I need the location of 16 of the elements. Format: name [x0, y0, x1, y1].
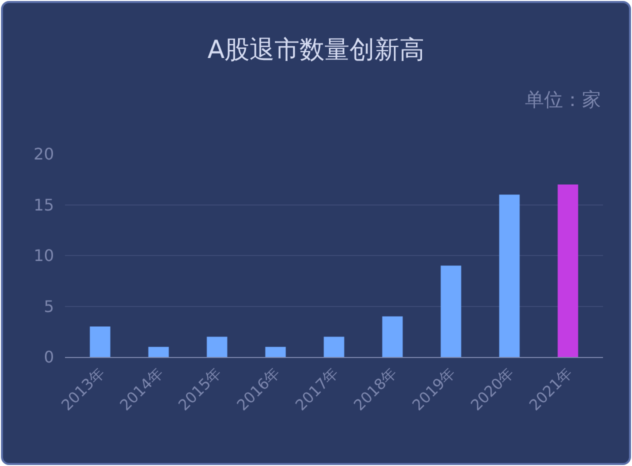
y-tick-label: 5 — [44, 296, 54, 316]
bar — [382, 316, 403, 357]
bar — [558, 184, 578, 357]
bar — [148, 346, 169, 357]
chart-title: A股退市数量创新高 — [207, 34, 425, 64]
chart-subtitle: 单位：家 — [525, 89, 601, 111]
y-tick-label: 10 — [34, 246, 54, 266]
bar — [440, 266, 462, 357]
y-tick-label: 0 — [44, 348, 54, 367]
bar — [206, 336, 228, 357]
bar — [265, 346, 286, 357]
y-tick-label: 20 — [34, 144, 54, 164]
bar — [324, 336, 344, 357]
bar — [499, 194, 520, 357]
y-tick-label: 15 — [34, 195, 54, 214]
bar — [90, 326, 110, 357]
